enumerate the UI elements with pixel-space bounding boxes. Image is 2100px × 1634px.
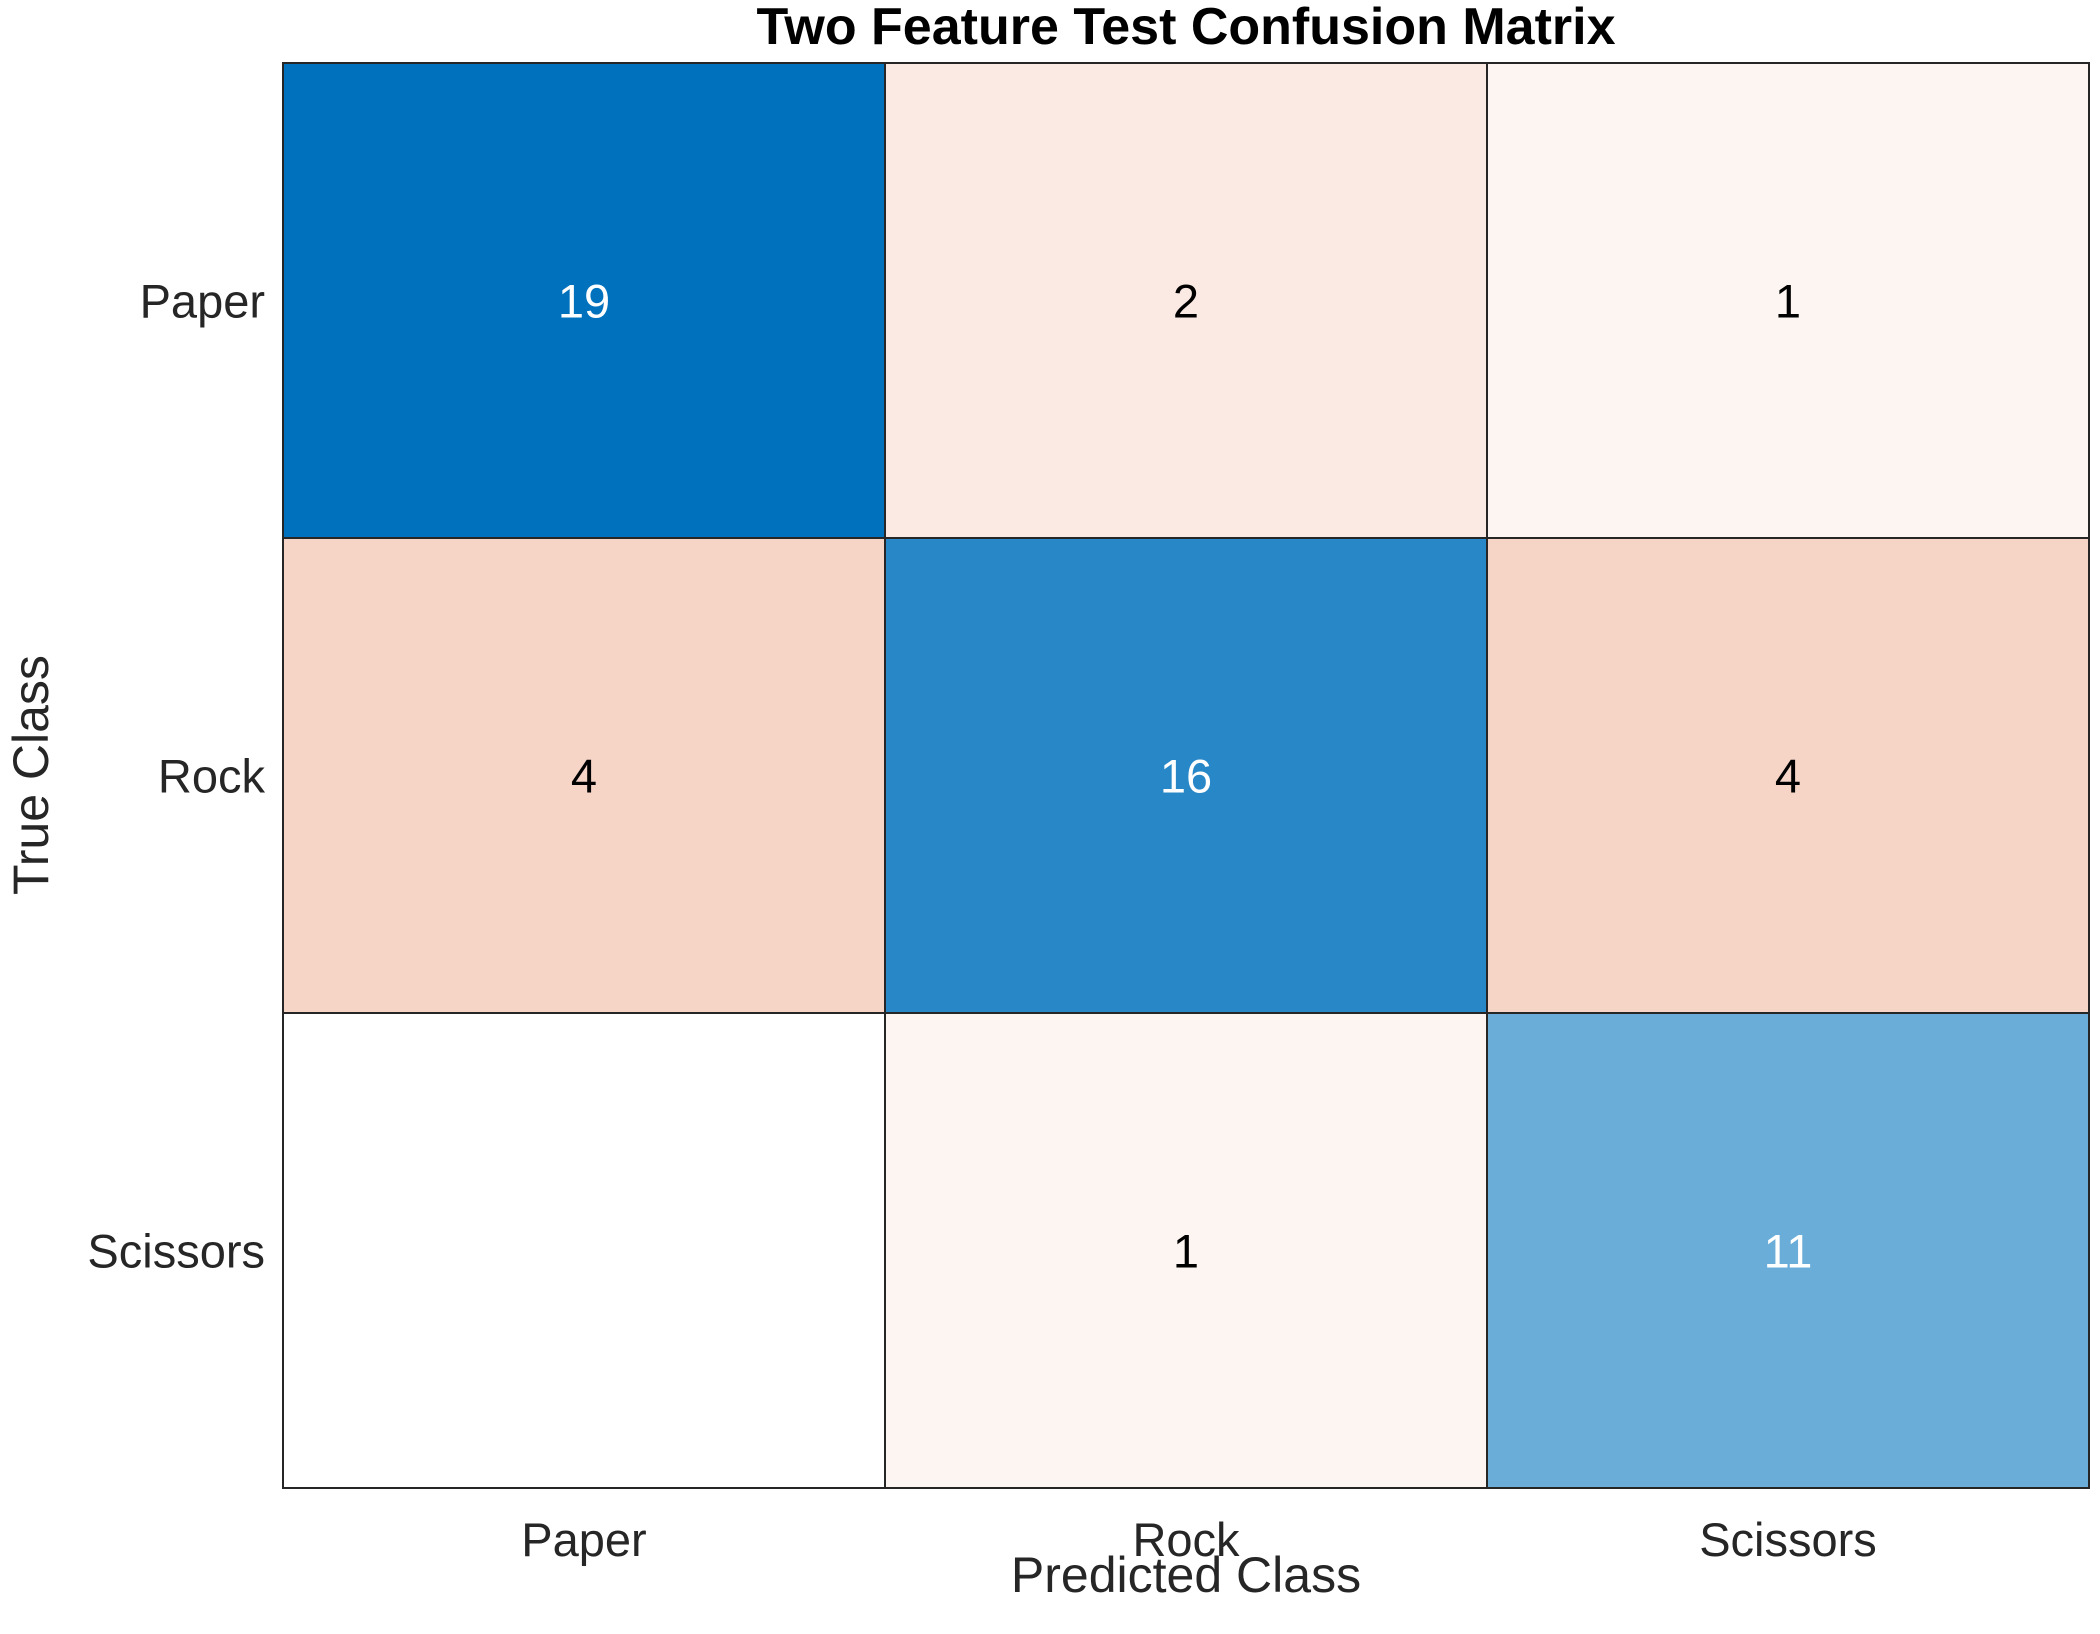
matrix-cell-labels: 19 2 14 16 41 11 bbox=[558, 275, 1813, 1278]
y-axis-label: True Class bbox=[3, 655, 59, 895]
matrix-cell-paper-rock bbox=[884, 62, 1488, 539]
chart-title: Two Feature Test Confusion Matrix bbox=[756, 0, 1615, 56]
x-axis-label: Predicted Class bbox=[1011, 1547, 1361, 1603]
matrix-cell-rock-paper bbox=[282, 537, 886, 1014]
x-tick-label-rock: Rock bbox=[1132, 1513, 1240, 1566]
x-tick-label-scissors: Scissors bbox=[1699, 1513, 1877, 1566]
x-axis-tick-labels: Paper Rock Scissors bbox=[521, 1513, 1877, 1566]
cell-value-rock-paper: 4 bbox=[571, 750, 597, 803]
y-tick-label-rock: Rock bbox=[158, 750, 266, 803]
matrix-cell-rock-scissors bbox=[1486, 537, 2090, 1014]
cell-value-scissors-scissors: 11 bbox=[1764, 1225, 1813, 1278]
cell-value-rock-rock: 16 bbox=[1160, 750, 1212, 803]
y-axis-tick-labels: Paper Rock Scissors bbox=[87, 275, 265, 1278]
y-tick-label-scissors: Scissors bbox=[87, 1225, 265, 1278]
x-tick-label-paper: Paper bbox=[521, 1513, 646, 1566]
matrix-cell-rock-rock bbox=[884, 537, 1488, 1014]
cell-value-paper-paper: 19 bbox=[558, 275, 610, 328]
matrix-cell-scissors-paper bbox=[282, 1012, 886, 1489]
plot-border bbox=[282, 62, 2090, 1489]
matrix-cells bbox=[282, 62, 2090, 1489]
cell-value-paper-scissors: 1 bbox=[1775, 275, 1801, 328]
matrix-cell-scissors-rock bbox=[884, 1012, 1488, 1489]
cell-value-rock-scissors: 4 bbox=[1775, 750, 1801, 803]
cell-value-scissors-rock: 1 bbox=[1173, 1225, 1199, 1278]
matrix-cell-paper-paper bbox=[282, 62, 886, 539]
y-tick-label-paper: Paper bbox=[140, 275, 265, 328]
cell-value-paper-rock: 2 bbox=[1173, 275, 1199, 328]
